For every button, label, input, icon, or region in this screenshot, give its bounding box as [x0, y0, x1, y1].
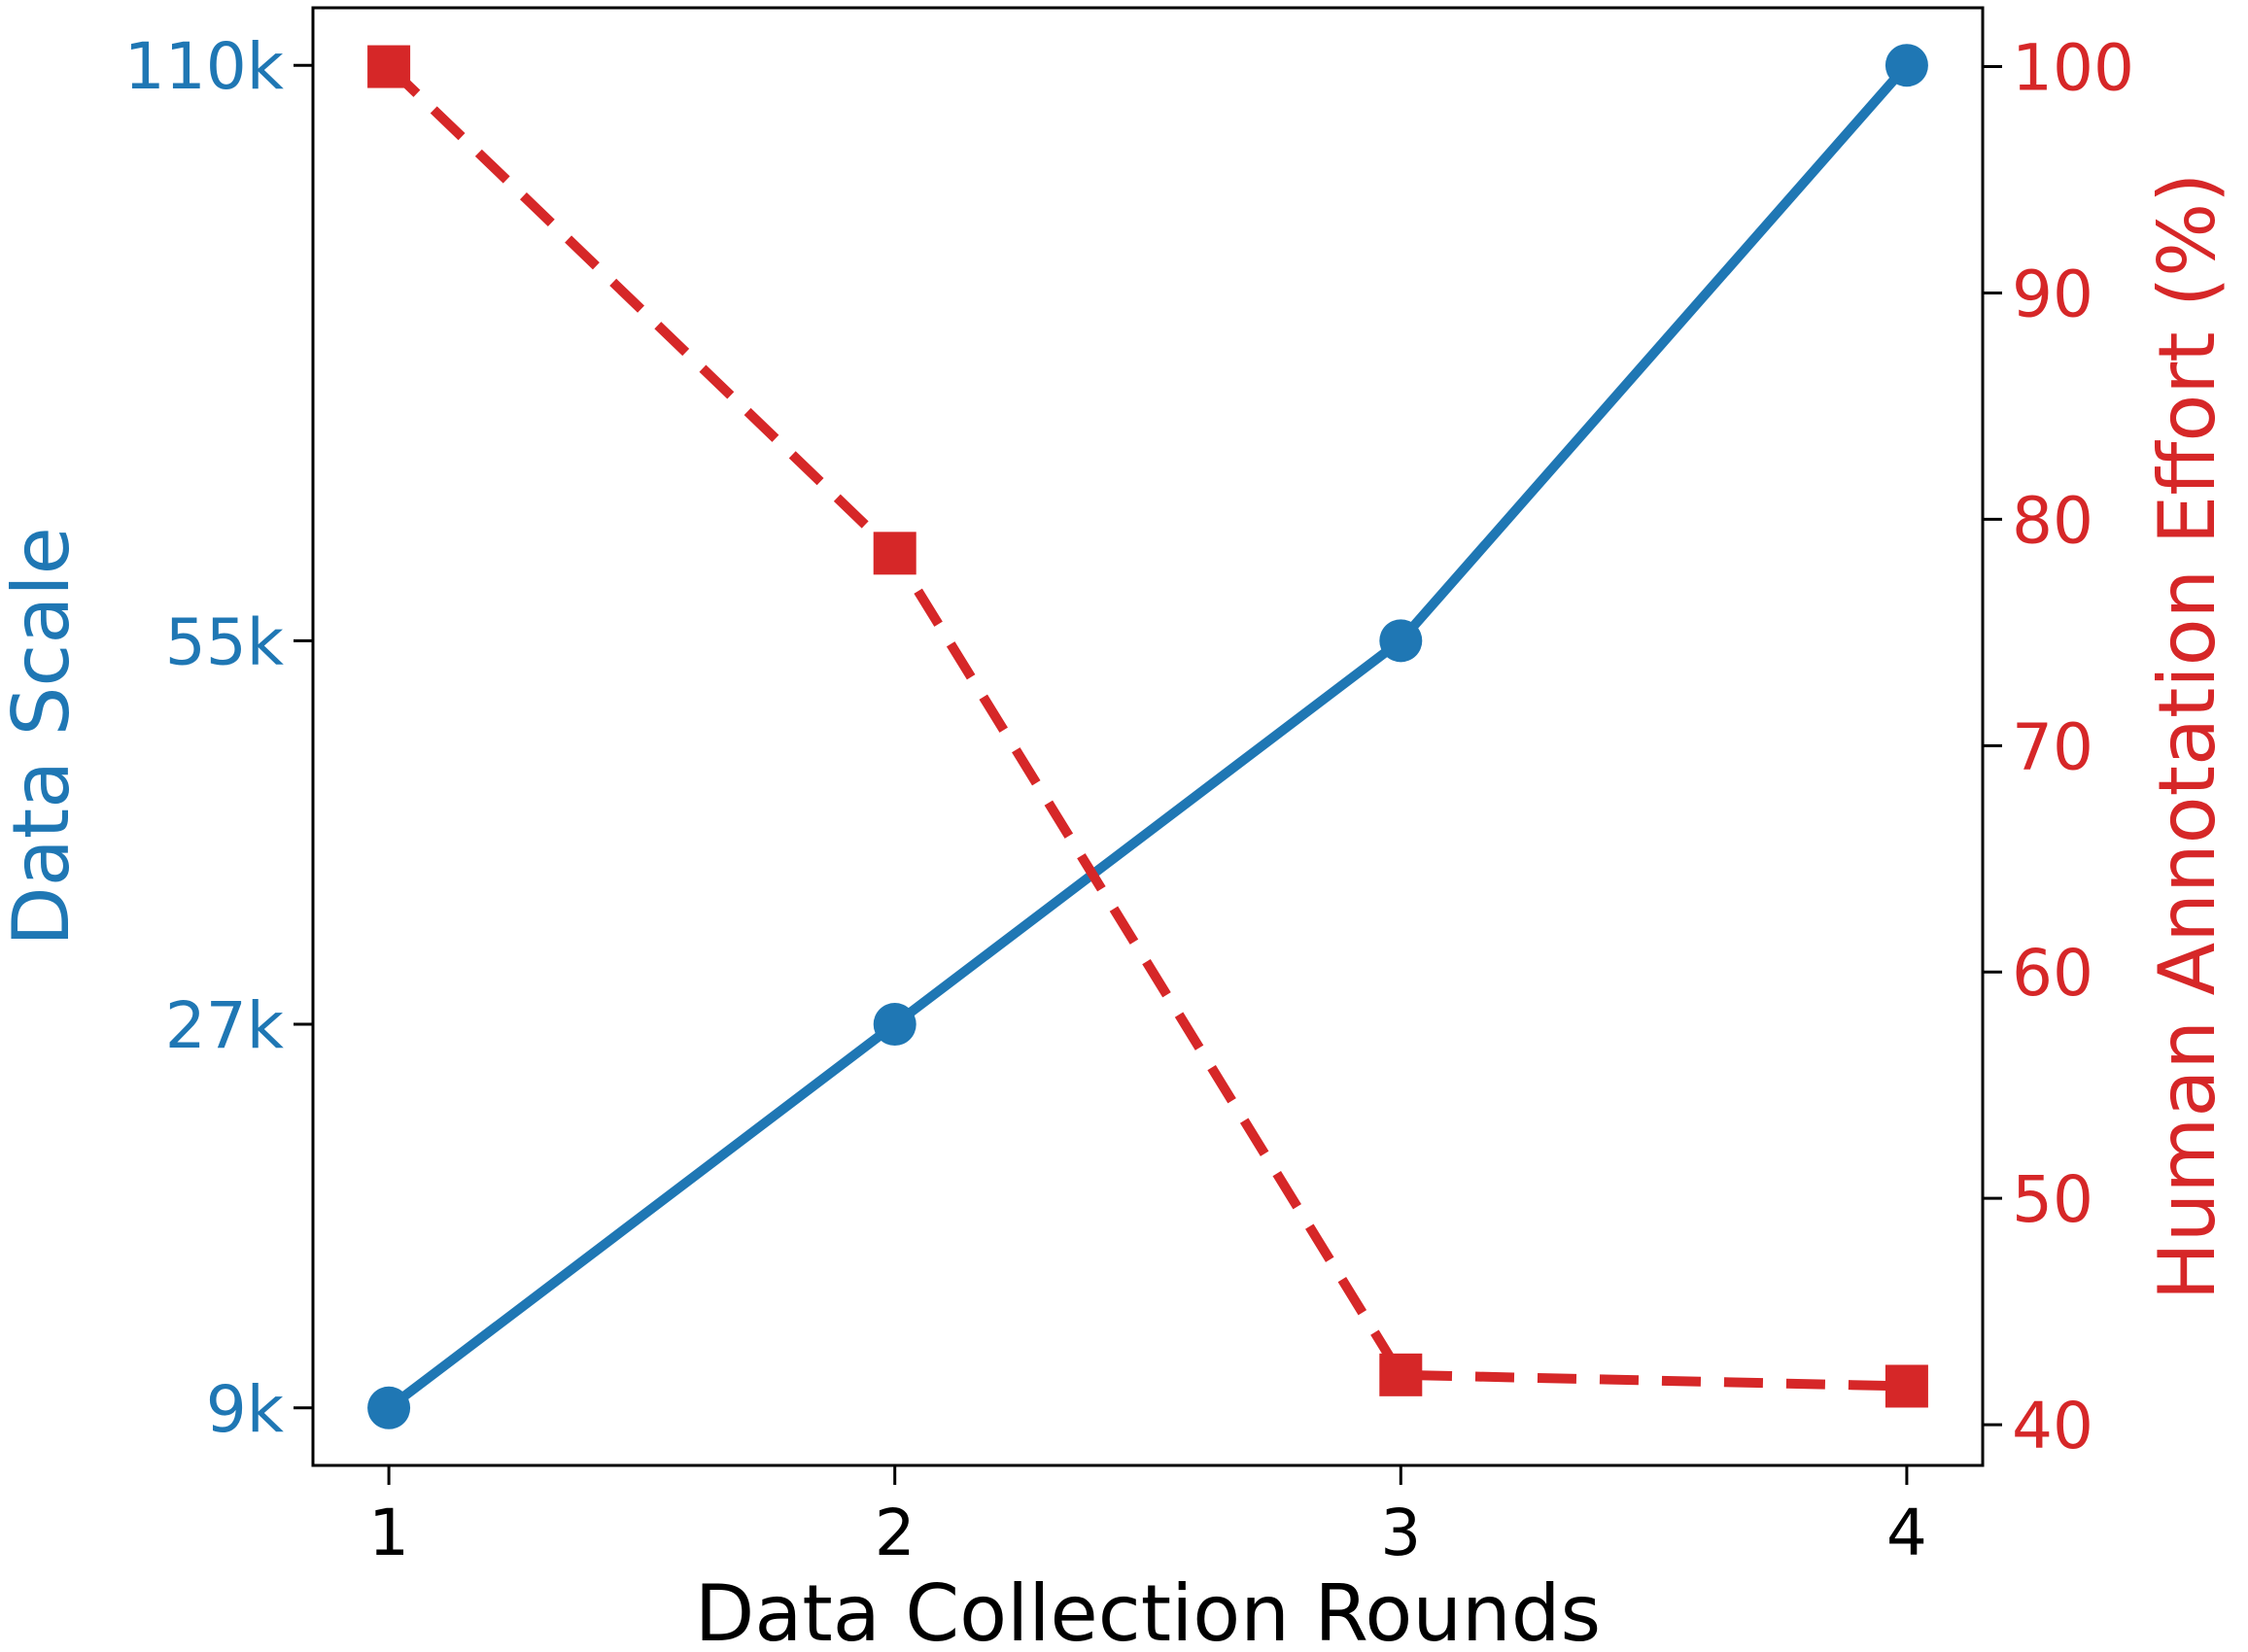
x-axis-label: Data Collection Rounds: [695, 1568, 1601, 1652]
right-y-tick-label: 100: [2012, 31, 2134, 106]
x-tick-label: 4: [1886, 1496, 1927, 1570]
data-scale-point: [1379, 619, 1423, 663]
left-y-tick-label: 55k: [165, 604, 285, 679]
right-y-tick-label: 80: [2012, 483, 2093, 558]
left-y-axis-label: Data Scale: [0, 527, 86, 946]
annotation-effort-point: [1885, 1364, 1928, 1408]
annotation-effort-point: [1379, 1353, 1423, 1396]
data-scale-series-line: [386, 61, 1911, 1412]
annotation-effort-point: [367, 45, 411, 88]
data-scale-point: [1885, 44, 1928, 87]
x-tick-label: 2: [875, 1496, 916, 1570]
right-y-axis-label: Human Annotation Effort (%): [2142, 173, 2232, 1301]
right-y-tick-label: 70: [2012, 709, 2093, 784]
axes: 1 2 3 4 9k 27k 55k 110k 40 50 60 70 80 90 100: [124, 29, 2134, 1570]
x-tick-label: 3: [1380, 1496, 1421, 1570]
right-y-tick-label: 90: [2012, 257, 2093, 331]
right-y-tick-label: 60: [2012, 936, 2093, 1011]
x-tick-label: 1: [368, 1496, 409, 1570]
left-y-tick-label: 9k: [206, 1372, 285, 1447]
left-y-tick-label: 27k: [165, 988, 285, 1063]
annotation-effort-series-line: [385, 62, 1908, 1392]
plot-frame: [311, 6, 1985, 1467]
data-scale-point: [367, 1386, 411, 1429]
annotation-effort-point: [873, 532, 916, 575]
left-y-tick-label: 110k: [124, 29, 285, 104]
plot-area: [367, 44, 1928, 1429]
right-y-tick-label: 50: [2012, 1162, 2093, 1237]
right-y-tick-label: 40: [2012, 1389, 2093, 1463]
data-scale-point: [873, 1003, 916, 1047]
